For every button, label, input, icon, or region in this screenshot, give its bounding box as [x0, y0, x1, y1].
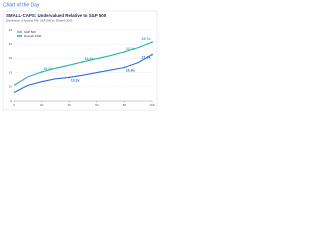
y-tick-label: 10: [9, 85, 13, 89]
x-tick-label: 80: [123, 103, 127, 107]
value-label: 13.3x: [71, 78, 80, 82]
point: [82, 60, 84, 63]
value-label: 21.3x: [142, 56, 151, 60]
point: [123, 66, 126, 69]
x-tick-label: 20: [40, 103, 44, 107]
chart-card: [2, 10, 158, 111]
point: [151, 53, 153, 56]
page-header: Chart of the Day: [3, 2, 40, 8]
value-label: 22.3x: [126, 47, 135, 51]
y-tick-label: 15: [9, 70, 13, 74]
legend-label: Russell 2000: [24, 34, 42, 38]
y-tick-label: 20: [9, 56, 13, 60]
point: [40, 71, 43, 73]
value-label: 16.8x: [126, 68, 135, 72]
chart-title: SMALL-CAPS: Undervalued Relative to S&P …: [6, 13, 107, 18]
x-tick-label: 100: [149, 103, 154, 107]
y-tick-label: 25: [9, 42, 13, 46]
y-tick-label: 30: [9, 28, 13, 32]
chart-subtitle: Distribution of forward P/E: S&P 500 vs.…: [6, 19, 73, 23]
point: [123, 50, 126, 53]
x-tick-label: 0: [13, 103, 15, 107]
y-tick-label: 5: [10, 99, 12, 103]
screenshot: Chart of the Day SMALL-CAPS: Undervalued…: [0, 0, 160, 120]
point: [151, 41, 153, 44]
point: [68, 76, 71, 79]
series-line: [13, 54, 153, 93]
x-tick-label: 40: [68, 103, 72, 107]
value-label: 25.7x: [142, 37, 151, 41]
value-label: 18.8x: [85, 57, 94, 61]
page: Chart of the Day SMALL-CAPS: Undervalued…: [0, 0, 160, 120]
value-label: 15.2x: [43, 67, 52, 71]
legend-label: S&P 500: [24, 30, 36, 34]
x-tick-label: 60: [95, 103, 99, 107]
